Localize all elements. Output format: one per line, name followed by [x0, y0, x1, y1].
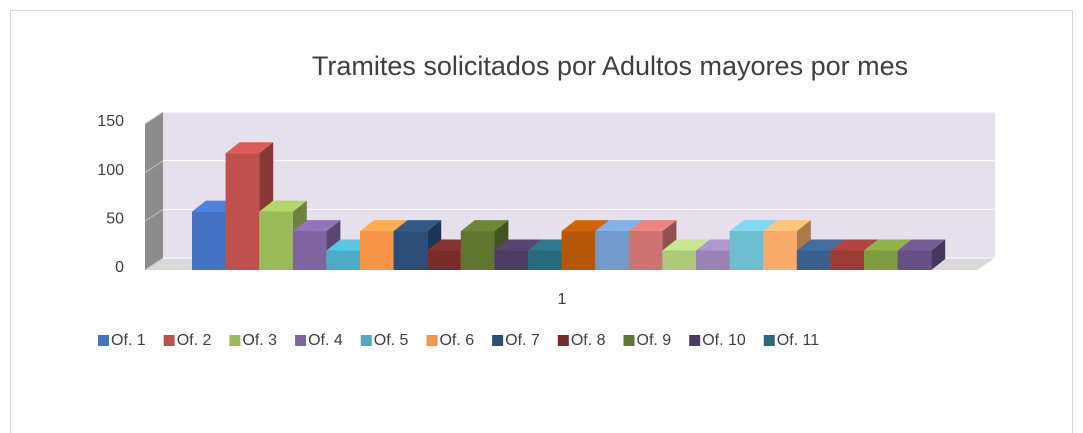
- grid-line: [144, 208, 164, 222]
- bar-top: [729, 220, 778, 232]
- bar: [628, 231, 663, 270]
- bar-top: [830, 239, 878, 251]
- bar-top: [259, 200, 307, 212]
- bar: [561, 231, 596, 270]
- bar-top: [360, 220, 408, 232]
- bar-top: [864, 239, 912, 251]
- bar-top: [393, 220, 442, 232]
- bar-top: [897, 239, 946, 251]
- legend-label: Of. 5: [374, 332, 409, 349]
- y-tick-label: 50: [106, 211, 124, 228]
- legend-label: Of. 6: [439, 332, 474, 349]
- legend-label: Of. 3: [242, 332, 277, 349]
- grid-line: [144, 257, 164, 271]
- bar: [830, 250, 864, 270]
- legend-swatch: [426, 335, 438, 346]
- legend-label: Of. 2: [177, 332, 212, 349]
- grid-line: [144, 160, 164, 174]
- grid-line: [144, 111, 164, 125]
- legend-label: Of. 9: [637, 332, 672, 349]
- legend-swatch: [492, 335, 504, 346]
- legend-swatch: [295, 335, 307, 346]
- bar-top: [796, 239, 845, 251]
- bar-top: [662, 239, 710, 251]
- legend-label: Of. 11: [777, 332, 819, 349]
- bar: [595, 231, 629, 270]
- bar: [393, 231, 428, 270]
- bar: [763, 231, 797, 270]
- y-tick-label: 150: [97, 113, 124, 130]
- y-tick-label: 0: [115, 259, 124, 276]
- bar-top: [595, 220, 643, 232]
- bar: [292, 231, 327, 270]
- y-tick-label: 100: [97, 162, 124, 179]
- legend-label: Of. 7: [505, 332, 540, 349]
- bar-top: [225, 142, 274, 154]
- bar-top: [460, 220, 509, 232]
- bar: [696, 250, 730, 270]
- legend-swatch: [229, 335, 241, 346]
- bar: [897, 250, 932, 270]
- bar: [192, 211, 226, 270]
- bar-top: [561, 220, 610, 232]
- bar: [494, 250, 528, 270]
- bar: [796, 250, 831, 270]
- chart-title: Tramites solicitados por Adultos mayores…: [312, 51, 908, 81]
- bar: [662, 250, 696, 270]
- bar: [864, 250, 898, 270]
- legend-swatch: [557, 335, 569, 346]
- legend-label: Of. 1: [111, 332, 146, 349]
- bar-side: [931, 239, 946, 270]
- bar: [528, 250, 562, 270]
- bar-top: [292, 220, 341, 232]
- bar-top: [628, 220, 677, 232]
- bar: [729, 231, 764, 270]
- side-wall: [145, 112, 163, 270]
- bar: [259, 211, 293, 270]
- legend-swatch: [163, 335, 175, 346]
- bar-top: [763, 220, 811, 232]
- bar-top: [494, 239, 542, 251]
- bar: [225, 153, 260, 270]
- legend-label: Of. 8: [571, 332, 606, 349]
- bar: [326, 250, 360, 270]
- bar: [360, 231, 394, 270]
- legend-label: Of. 10: [702, 332, 746, 349]
- legend-swatch: [623, 335, 635, 346]
- bar: [460, 231, 495, 270]
- legend-swatch: [360, 335, 372, 346]
- legend-swatch: [689, 335, 701, 346]
- legend-swatch: [98, 335, 109, 346]
- x-tick-label: 1: [558, 291, 567, 308]
- legend-label: Of. 4: [308, 332, 343, 349]
- bar: [427, 250, 461, 270]
- legend-swatch: [763, 335, 775, 346]
